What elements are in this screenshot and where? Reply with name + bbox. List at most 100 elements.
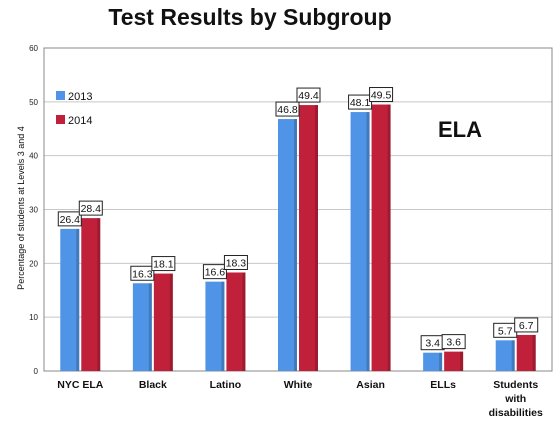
bars xyxy=(60,104,536,372)
data-label-box xyxy=(348,94,373,110)
bar-shade xyxy=(387,104,391,372)
data-label-box xyxy=(151,256,176,272)
data-label: 18.3 xyxy=(223,254,248,270)
x-tick-label: Asian xyxy=(356,379,385,391)
y-axis-label: Percentage of students at Levels 3 and 4 xyxy=(16,126,26,290)
legend-item-2014: 2014 xyxy=(56,115,92,127)
bar-2013 xyxy=(495,340,515,371)
bar-shade xyxy=(169,273,173,371)
bar-fill xyxy=(299,105,318,372)
x-tick-label: White xyxy=(284,379,313,391)
data-label: 5.7 xyxy=(493,322,518,338)
bar-fill xyxy=(81,218,101,371)
bar-2014 xyxy=(444,351,464,371)
data-label-text: 3.6 xyxy=(446,337,461,349)
data-label-box xyxy=(369,87,394,103)
bar-2013 xyxy=(423,352,443,371)
bar-fill xyxy=(278,119,297,371)
legend: 2013 2014 xyxy=(56,91,92,127)
data-label: 49.4 xyxy=(296,87,321,103)
bar-fill xyxy=(371,104,391,372)
data-label-box xyxy=(202,264,227,280)
data-label-box xyxy=(296,87,321,103)
bar-shade xyxy=(242,272,246,371)
x-tick-label: Latino xyxy=(210,379,242,391)
data-label-text: 3.4 xyxy=(425,338,440,350)
x-tick-label: Students with disabilities xyxy=(489,379,543,419)
axes: 0 10 20 30 40 50 60 NYC ELA Black Latino White Asia… xyxy=(29,44,553,419)
y-tick-label: 20 xyxy=(29,259,38,268)
data-label-text: 26.4 xyxy=(60,214,81,226)
bar-shade xyxy=(460,351,464,371)
data-label-box xyxy=(223,254,248,270)
bar-fill xyxy=(153,273,173,371)
bar-2014 xyxy=(226,272,246,371)
data-label-text: 49.5 xyxy=(371,90,392,102)
bar-shade xyxy=(366,112,370,371)
bar-2014 xyxy=(516,334,536,371)
bar-fill xyxy=(444,351,464,371)
legend-swatch xyxy=(56,91,65,100)
bar-2013 xyxy=(350,112,370,371)
x-tick-label: ELLs xyxy=(430,379,456,391)
data-label-text: 18.3 xyxy=(226,257,247,269)
data-label-box xyxy=(441,334,466,350)
bar-shade xyxy=(294,119,297,371)
bar-2014 xyxy=(81,218,101,371)
legend-label: 2013 xyxy=(68,91,92,103)
bar-fill xyxy=(516,334,536,371)
bar-2013 xyxy=(278,119,297,371)
data-label-box xyxy=(78,200,103,216)
legend-item-2013: 2013 xyxy=(56,91,92,103)
bar-fill xyxy=(350,112,370,371)
bar-fill xyxy=(132,283,152,371)
data-labels: 26.428.4 16.318.1 16.618.3 46.849.4 48.149.5… xyxy=(57,87,539,351)
bar-fill xyxy=(423,352,443,371)
y-tick-label: 60 xyxy=(29,44,38,53)
data-label-box xyxy=(275,101,300,117)
gridlines xyxy=(44,101,552,318)
bar-shade xyxy=(97,218,101,371)
bar-fill xyxy=(60,228,80,371)
data-label: 16.3 xyxy=(130,265,155,281)
bar-2013 xyxy=(205,281,225,371)
data-label-text: 46.8 xyxy=(277,104,298,116)
data-label: 48.1 xyxy=(348,94,373,110)
bar-2014 xyxy=(371,104,391,372)
data-label-text: 16.6 xyxy=(205,267,226,279)
bar-2013 xyxy=(132,283,152,371)
bar-shade xyxy=(511,340,515,371)
data-label: 46.8 xyxy=(275,101,300,117)
y-tick-label: 50 xyxy=(29,98,38,107)
bar-fill xyxy=(205,281,225,371)
data-label: 18.1 xyxy=(151,256,176,272)
bar-shade xyxy=(532,334,536,371)
y-tick-label: 0 xyxy=(34,367,39,376)
bar-shade xyxy=(76,228,80,371)
bar-2014 xyxy=(299,105,318,372)
x-tick-label: Black xyxy=(139,379,167,391)
data-label-text: 6.7 xyxy=(519,320,534,332)
data-label: 3.4 xyxy=(420,335,445,351)
data-label: 28.4 xyxy=(78,200,103,216)
data-label: 16.6 xyxy=(202,264,227,280)
data-label-text: 28.4 xyxy=(81,203,102,215)
data-label: 6.7 xyxy=(514,317,539,333)
data-label: 49.5 xyxy=(369,87,394,103)
data-label-box xyxy=(130,265,155,281)
bar-shade xyxy=(221,281,225,371)
data-label-box xyxy=(514,317,539,333)
bar-shade xyxy=(148,283,152,371)
bar-fill xyxy=(226,272,246,371)
chart-title: Test Results by Subgroup xyxy=(108,4,392,30)
bar-shade xyxy=(439,352,443,371)
y-tick-label: 10 xyxy=(29,313,38,322)
bar-2013 xyxy=(60,228,80,371)
data-label: 26.4 xyxy=(57,211,82,227)
x-tick-label: NYC ELA xyxy=(57,379,104,391)
data-label: 3.6 xyxy=(441,334,466,350)
data-label-text: 48.1 xyxy=(350,97,371,109)
y-tick-label: 40 xyxy=(29,152,38,161)
chart-annotation: ELA xyxy=(438,117,482,142)
